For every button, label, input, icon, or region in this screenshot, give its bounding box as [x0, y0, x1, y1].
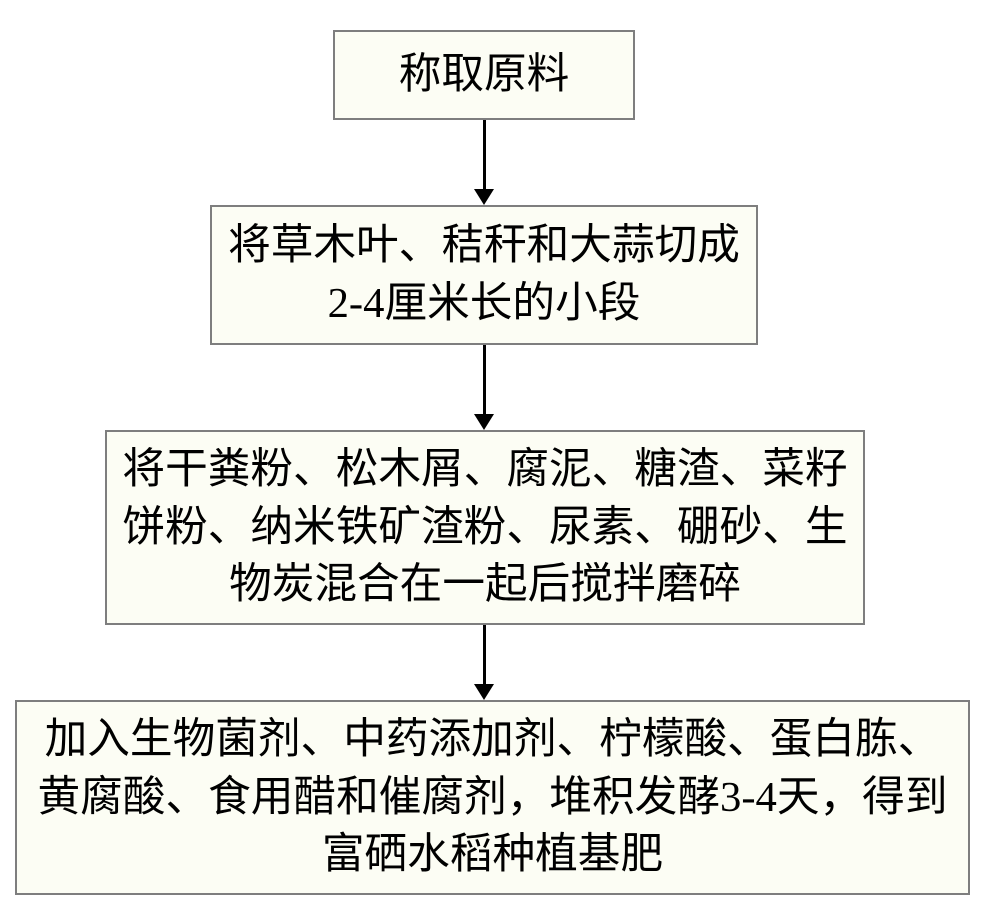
flow-node-mix-grind: 将干粪粉、松木屑、腐泥、糖渣、菜籽饼粉、纳米铁矿渣粉、尿素、硼砂、生物炭混合在一…: [105, 430, 865, 625]
flow-node-label: 称取原料: [399, 46, 570, 104]
flow-node-ferment: 加入生物菌剂、中药添加剂、柠檬酸、蛋白胨、黄腐酸、食用醋和催腐剂，堆积发酵3-4…: [15, 700, 970, 895]
flow-node-label: 将草木叶、秸秆和大蒜切成2-4厘米长的小段: [226, 217, 742, 332]
flow-node-label: 将干粪粉、松木屑、腐泥、糖渣、菜籽饼粉、纳米铁矿渣粉、尿素、硼砂、生物炭混合在一…: [121, 441, 849, 614]
flow-node-cut-pieces: 将草木叶、秸秆和大蒜切成2-4厘米长的小段: [210, 205, 758, 345]
flow-node-label: 加入生物菌剂、中药添加剂、柠檬酸、蛋白胨、黄腐酸、食用醋和催腐剂，堆积发酵3-4…: [31, 711, 954, 884]
flowchart-canvas: 称取原料 将草木叶、秸秆和大蒜切成2-4厘米长的小段 将干粪粉、松木屑、腐泥、糖…: [0, 0, 1000, 911]
flow-node-weigh-materials: 称取原料: [333, 30, 635, 120]
